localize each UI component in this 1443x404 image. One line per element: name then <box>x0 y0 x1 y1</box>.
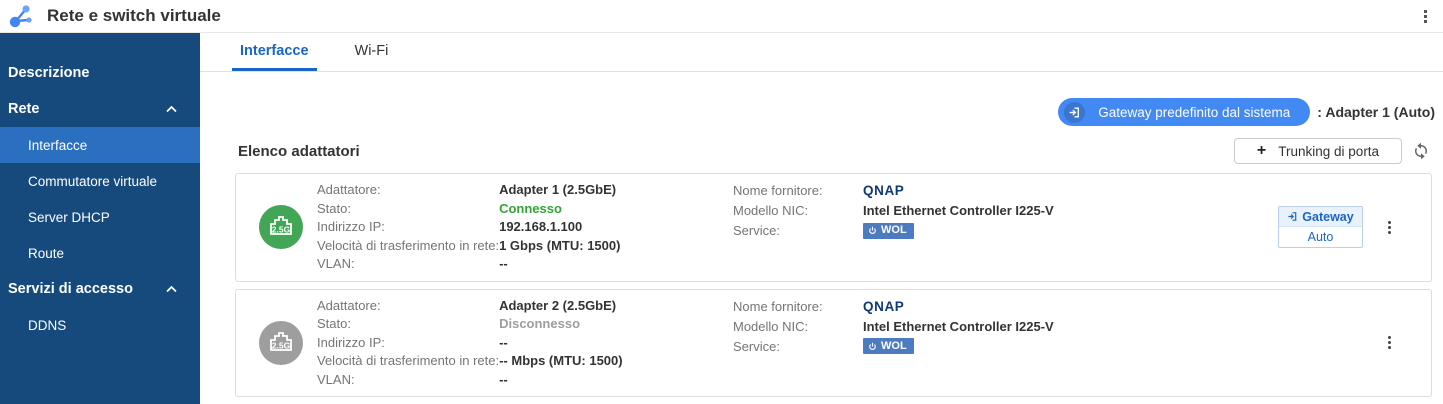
adapter-fields: Adattatore: Adapter 1 (2.5GbE) Stato: Co… <box>317 181 733 274</box>
speed-value: 1 Gbps (MTU: 1500) <box>499 237 621 253</box>
chevron-up-icon <box>166 285 177 292</box>
field-label: Nome fornitore: <box>733 298 823 314</box>
main-content: Interfacce Wi-Fi Gateway predefinito dal… <box>200 33 1443 404</box>
wol-badge[interactable]: WOL <box>863 338 914 354</box>
default-gateway-button[interactable]: Gateway predefinito dal sistema <box>1058 98 1311 126</box>
sidebar-item-label: DDNS <box>28 317 67 333</box>
sidebar-item-server-dhcp[interactable]: Server DHCP <box>0 199 200 235</box>
plus-icon: + <box>1256 142 1267 159</box>
vendor-logo: QNAP <box>863 298 905 314</box>
chevron-up-icon <box>166 105 177 112</box>
sidebar-item-interfacce[interactable]: Interfacce <box>0 127 200 163</box>
network-app-icon <box>9 5 32 28</box>
nic-model-value: Intel Ethernet Controller I225-V <box>863 318 1054 334</box>
field-label: VLAN: <box>317 371 355 387</box>
power-icon <box>869 342 876 350</box>
current-gateway-value: : Adapter 1 (Auto) <box>1317 104 1435 120</box>
sidebar-item-rete[interactable]: Rete <box>0 91 200 127</box>
field-label: Indirizzo IP: <box>317 334 385 350</box>
header-kebab-menu-icon[interactable] <box>1418 6 1433 27</box>
ethernet-2-5g-icon-disconnected: 2.5G <box>259 320 303 365</box>
port-trunking-button-label: Trunking di porta <box>1278 143 1380 159</box>
field-label: Stato: <box>317 200 351 216</box>
sidebar-item-descrizione[interactable]: Descrizione <box>0 55 200 91</box>
tab-bar: Interfacce Wi-Fi <box>200 33 1443 72</box>
sidebar-item-ddns[interactable]: DDNS <box>0 307 200 343</box>
ethernet-2-5g-icon-connected: 2.5G <box>259 205 303 250</box>
status-value: Connesso <box>499 200 562 216</box>
nic-model-value: Intel Ethernet Controller I225-V <box>863 203 1054 218</box>
gateway-toggle-label: Gateway <box>1302 209 1354 224</box>
ip-address-value: 192.168.1.100 <box>499 219 583 234</box>
gateway-auto-toggle[interactable]: Gateway Auto <box>1278 206 1363 249</box>
adapter-info: Nome fornitore: QNAP Modello NIC: Intel … <box>733 297 1384 356</box>
field-label: Adattatore: <box>317 297 381 313</box>
adapter-kebab-menu-icon[interactable] <box>1384 217 1395 238</box>
tab-wifi[interactable]: Wi-Fi <box>354 42 389 59</box>
vendor-logo: QNAP <box>863 183 905 198</box>
sidebar: Descrizione Rete Interfacce Commutatore … <box>0 33 200 404</box>
app-header: Rete e switch virtuale <box>0 0 1443 33</box>
adapter-name-value: Adapter 2 (2.5GbE) <box>499 297 617 313</box>
svg-text:2.5G: 2.5G <box>272 340 291 350</box>
field-label: Velocità di trasferimento in rete: <box>317 237 500 253</box>
sidebar-item-label: Rete <box>8 101 40 117</box>
page-title: Rete e switch virtuale <box>47 6 221 25</box>
wol-badge[interactable]: WOL <box>863 222 914 239</box>
adapter-kebab-menu-icon[interactable] <box>1384 332 1395 353</box>
gateway-auto-label: Auto <box>1307 230 1334 245</box>
default-gateway-button-label: Gateway predefinito dal sistema <box>1098 104 1291 120</box>
sidebar-item-label: Commutatore virtuale <box>28 173 158 189</box>
field-label: Modello NIC: <box>733 318 809 334</box>
field-label: Adattatore: <box>317 182 381 197</box>
svg-text:2.5G: 2.5G <box>272 225 291 235</box>
adapter-name-value: Adapter 1 (2.5GbE) <box>499 182 617 197</box>
sidebar-item-servizi-di-accesso[interactable]: Servizi di accesso <box>0 271 200 307</box>
wol-badge-label: WOL <box>881 224 907 236</box>
adapter-info: Nome fornitore: QNAP Modello NIC: Intel … <box>733 181 1278 240</box>
refresh-icon[interactable] <box>1412 141 1432 161</box>
tab-interfacce[interactable]: Interfacce <box>232 33 317 71</box>
speed-value: -- Mbps (MTU: 1500) <box>499 353 623 368</box>
sidebar-item-label: Route <box>28 245 65 261</box>
sidebar-item-label: Servizi di accesso <box>8 281 133 297</box>
power-icon <box>869 226 876 234</box>
field-label: Service: <box>733 223 780 238</box>
field-label: VLAN: <box>317 256 355 271</box>
field-label: Indirizzo IP: <box>317 219 385 234</box>
adapter-list: 2.5G Adattatore: Adapter 1 (2.5GbE) Stat… <box>200 164 1443 404</box>
ip-address-value: -- <box>499 334 508 350</box>
sidebar-item-route[interactable]: Route <box>0 235 200 271</box>
field-label: Stato: <box>317 316 351 331</box>
gateway-toolbar: Gateway predefinito dal sistema : Adapte… <box>200 98 1443 126</box>
field-label: Modello NIC: <box>733 203 809 218</box>
adapter-list-title: Elenco adattatori <box>238 142 360 160</box>
vlan-value: -- <box>499 256 508 271</box>
wol-badge-label: WOL <box>881 339 907 352</box>
adapter-list-toolbar: Elenco adattatori + Trunking di porta <box>200 138 1443 164</box>
adapter-card-2: 2.5G Adattatore: Adapter 2 (2.5GbE) Stat… <box>235 288 1432 397</box>
field-label: Nome fornitore: <box>733 183 823 198</box>
vlan-value: -- <box>499 371 508 387</box>
gateway-door-icon <box>1288 212 1297 222</box>
sidebar-item-commutatore-virtuale[interactable]: Commutatore virtuale <box>0 163 200 199</box>
field-label: Service: <box>733 338 780 354</box>
adapter-card-1: 2.5G Adattatore: Adapter 1 (2.5GbE) Stat… <box>235 173 1432 282</box>
sidebar-item-label: Server DHCP <box>28 209 110 225</box>
sidebar-item-label: Interfacce <box>28 137 88 153</box>
sidebar-item-label: Descrizione <box>8 65 90 81</box>
status-value: Disconnesso <box>499 316 581 331</box>
adapter-fields: Adattatore: Adapter 2 (2.5GbE) Stato: Di… <box>317 297 733 390</box>
field-label: Velocità di trasferimento in rete: <box>317 353 500 368</box>
port-trunking-button[interactable]: + Trunking di porta <box>1234 138 1402 164</box>
gateway-door-icon <box>1064 101 1086 123</box>
